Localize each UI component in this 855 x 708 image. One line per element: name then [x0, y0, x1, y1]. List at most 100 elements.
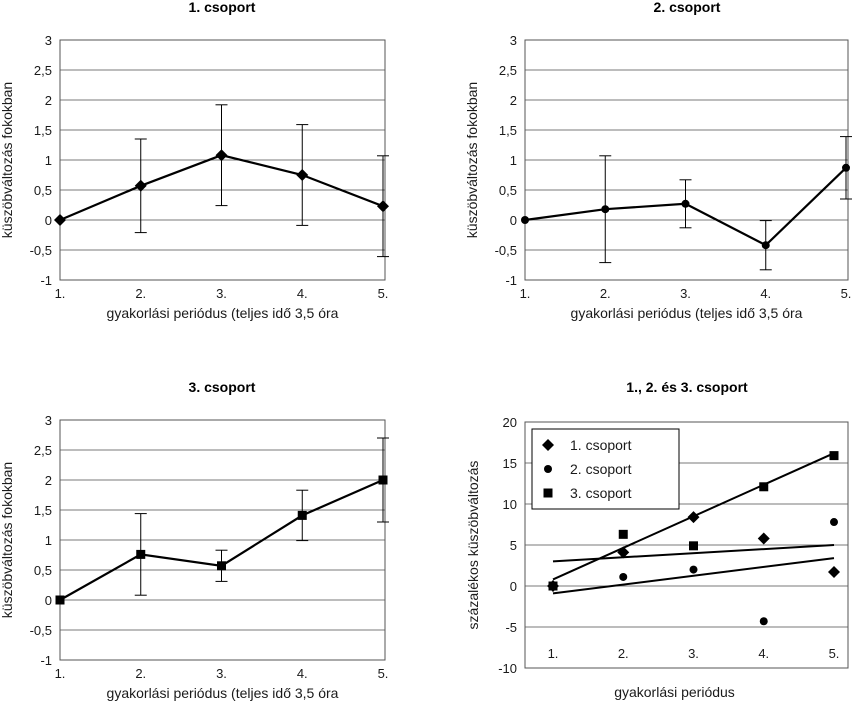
data-point: [134, 179, 147, 192]
legend-marker: [543, 488, 553, 498]
y-tick-label: 3: [45, 33, 52, 48]
trend-line: [552, 557, 835, 595]
x-tick-label: 5.: [841, 286, 852, 301]
x-tick-label: 3.: [216, 666, 227, 681]
legend-marker: [544, 465, 552, 473]
data-point: [548, 581, 558, 591]
x-axis-label: gyakorlási periódus: [614, 684, 735, 700]
data-point: [215, 149, 228, 162]
chart-group-3: 3. csoport -1 -0,5 0 0,5 1 1,5 2 2,5 3 1. 2. 3. 4. 5. g…: [0, 379, 389, 701]
x-tick-label: 1.: [520, 286, 531, 301]
chart-combined: 1., 2. és 3. csoport -10 -5 0 5 10 15 20 1. 2. 3. 4…: [465, 379, 849, 700]
series-1: [547, 511, 840, 592]
y-tick-label: 0: [510, 579, 517, 594]
y-tick-label: 1,5: [34, 123, 52, 138]
y-tick-label: 0,5: [34, 563, 52, 578]
y-tick-label: -0,5: [30, 243, 52, 258]
y-tick-label: 1: [510, 153, 517, 168]
data-point: [759, 617, 768, 626]
data-point: [828, 566, 840, 579]
data-point: [759, 482, 769, 492]
x-tick-label: 3.: [680, 286, 691, 301]
y-tick-label: 3: [510, 33, 517, 48]
x-tick-label: 3.: [216, 286, 227, 301]
plot-frame: [524, 421, 849, 669]
y-tick-label: 5: [510, 538, 517, 553]
y-tick-label: 1,5: [34, 503, 52, 518]
data-point: [829, 451, 839, 461]
y-tick-label: 0,5: [499, 183, 517, 198]
y-tick-label: -1: [40, 273, 52, 288]
x-tick-label: 1.: [55, 286, 66, 301]
x-tick-label: 2.: [600, 286, 611, 301]
x-tick-label: 4.: [760, 286, 771, 301]
y-axis-label: küszöbváltozás fokokban: [0, 82, 15, 238]
y-tick-label: 0: [45, 593, 52, 608]
plot-frame: [59, 419, 386, 661]
plot-frame: [524, 39, 849, 281]
data-point: [619, 572, 628, 581]
y-tick-label: 2,5: [34, 443, 52, 458]
data-point: [761, 241, 770, 250]
chart-group-1: 1. csoport -1 -0,5 0 0,5 1 1,5 2 2,5 3 1. 2. 3. 4. 5. g…: [0, 0, 389, 321]
x-tick-label: 5.: [829, 646, 840, 661]
y-axis-label: küszöbváltozás fokokban: [0, 462, 15, 618]
data-point: [297, 510, 307, 520]
x-axis-label: gyakorlási periódus (teljes idő 3,5 óra: [107, 685, 339, 701]
data-point: [54, 214, 66, 226]
x-tick-label: 4.: [758, 646, 769, 661]
y-tick-label: 0: [45, 213, 52, 228]
y-tick-label: -0,5: [30, 623, 52, 638]
y-tick-label: 2: [510, 93, 517, 108]
x-tick-label: 5.: [378, 286, 389, 301]
data-point: [136, 549, 146, 559]
y-tick-label: -1: [505, 273, 517, 288]
data-point: [217, 561, 226, 571]
y-tick-label: 1: [45, 533, 52, 548]
x-axis-label: gyakorlási periódus (teljes idő 3,5 óra: [571, 305, 803, 321]
x-tick-label: 5.: [378, 666, 389, 681]
y-axis-label: százalékos küszöbváltozás: [465, 461, 481, 630]
y-tick-label: 0: [510, 213, 517, 228]
y-axis-label: küszöbváltozás fokokban: [464, 82, 480, 238]
data-point: [830, 518, 838, 527]
chart-title: 1., 2. és 3. csoport: [626, 379, 748, 395]
data-point: [757, 532, 770, 545]
x-tick-label: 3.: [688, 646, 699, 661]
plot-frame: [59, 39, 386, 281]
x-tick-label: 2.: [135, 286, 146, 301]
x-tick-label: 1.: [55, 666, 66, 681]
data-point: [689, 565, 698, 574]
data-point: [521, 216, 529, 224]
legend-box: [531, 428, 680, 510]
x-tick-label: 2.: [135, 666, 146, 681]
series-3: [548, 451, 839, 591]
chart-title: 1. csoport: [189, 0, 256, 15]
chart-title: 3. csoport: [189, 379, 256, 395]
legend: 1. csoport 2. csoport 3. csoport: [531, 428, 680, 510]
y-tick-label: 3: [45, 413, 52, 428]
y-tick-label: 2: [45, 93, 52, 108]
x-axis-label: gyakorlási periódus (teljes idő 3,5 óra: [107, 305, 339, 321]
y-tick-label: 2: [45, 473, 52, 488]
y-tick-label: 2,5: [34, 63, 52, 78]
trend-line: [552, 452, 835, 581]
data-point: [601, 205, 610, 214]
x-tick-label: 2.: [618, 646, 629, 661]
y-tick-label: 2,5: [499, 63, 517, 78]
chart-title: 2. csoport: [654, 0, 721, 15]
data-point: [378, 475, 388, 485]
legend-marker: [542, 439, 554, 451]
legend-label: 3. csoport: [570, 485, 632, 501]
data-point: [689, 541, 698, 551]
data-point: [377, 200, 389, 213]
y-tick-label: -5: [505, 620, 517, 635]
data-point: [618, 529, 628, 539]
x-tick-label: 4.: [297, 666, 308, 681]
x-tick-label: 4.: [297, 286, 308, 301]
y-tick-label: 1,5: [499, 123, 517, 138]
data-point: [681, 199, 690, 208]
y-tick-label: 20: [503, 415, 517, 430]
y-tick-label: -0,5: [495, 243, 517, 258]
